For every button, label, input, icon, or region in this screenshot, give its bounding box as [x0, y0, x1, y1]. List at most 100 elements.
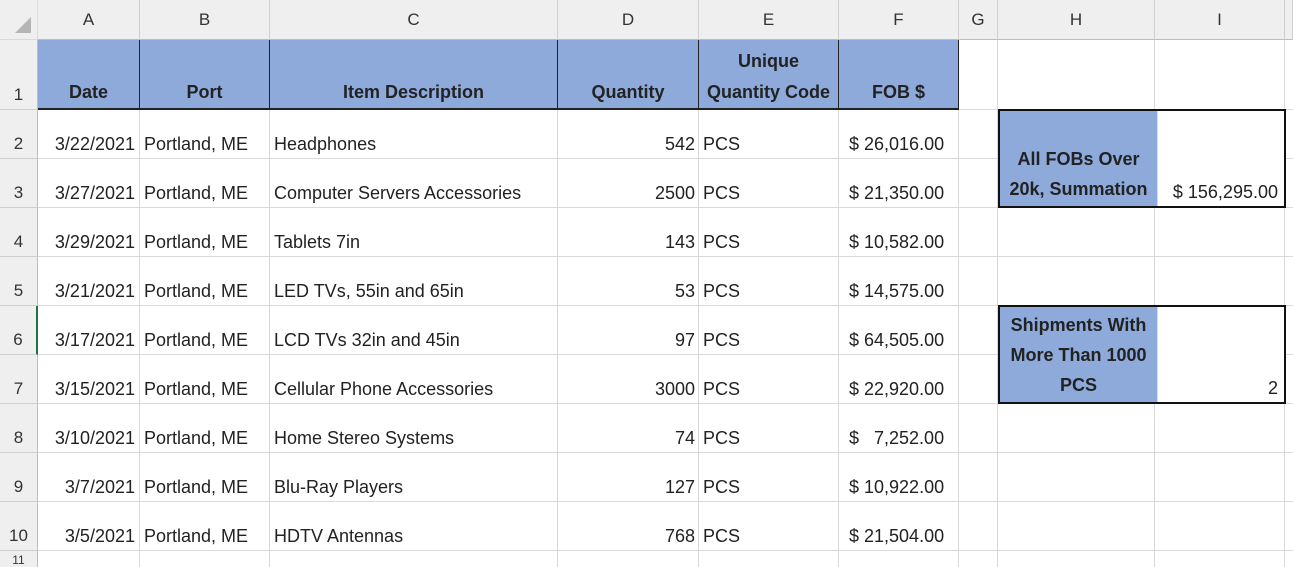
- header-cell-unique-quantity-code[interactable]: Unique Quantity Code: [699, 40, 839, 110]
- table-cell[interactable]: Headphones: [270, 110, 558, 159]
- cell-empty[interactable]: [998, 404, 1155, 453]
- header-cell-fob[interactable]: FOB $: [839, 40, 959, 110]
- cell-empty[interactable]: [1285, 306, 1293, 355]
- summary-label[interactable]: All FOBs Over 20k, Summation: [1000, 111, 1157, 206]
- table-cell[interactable]: 127: [558, 453, 699, 502]
- table-cell[interactable]: Portland, ME: [140, 208, 270, 257]
- row-header-9[interactable]: 9: [0, 453, 38, 502]
- table-cell[interactable]: LED TVs, 55in and 65in: [270, 257, 558, 306]
- cell-empty[interactable]: [1285, 159, 1293, 208]
- table-cell[interactable]: Portland, ME: [140, 404, 270, 453]
- column-header-b[interactable]: B: [140, 0, 270, 40]
- table-cell[interactable]: Cellular Phone Accessories: [270, 355, 558, 404]
- table-cell[interactable]: $ 7,252.00: [839, 404, 959, 453]
- cell-empty[interactable]: [959, 404, 998, 453]
- table-cell[interactable]: 74: [558, 404, 699, 453]
- select-all-corner[interactable]: [0, 0, 38, 40]
- cell-empty[interactable]: [1285, 40, 1293, 110]
- header-cell-date[interactable]: Date: [38, 40, 140, 110]
- table-cell[interactable]: $ 14,575.00: [839, 257, 959, 306]
- header-cell-quantity[interactable]: Quantity: [558, 40, 699, 110]
- table-cell[interactable]: 3/29/2021: [38, 208, 140, 257]
- table-cell[interactable]: Portland, ME: [140, 502, 270, 551]
- table-cell[interactable]: LCD TVs 32in and 45in: [270, 306, 558, 355]
- cell-empty[interactable]: [959, 40, 998, 110]
- table-cell[interactable]: 97: [558, 306, 699, 355]
- cell-empty[interactable]: [998, 208, 1155, 257]
- table-cell[interactable]: 3/10/2021: [38, 404, 140, 453]
- cell-empty[interactable]: [998, 502, 1155, 551]
- cell-empty[interactable]: [1155, 257, 1285, 306]
- cell-empty[interactable]: [1285, 453, 1293, 502]
- table-cell[interactable]: 542: [558, 110, 699, 159]
- row-header-2[interactable]: 2: [0, 110, 38, 159]
- table-cell[interactable]: PCS: [699, 208, 839, 257]
- table-cell[interactable]: $ 21,504.00: [839, 502, 959, 551]
- column-header-e[interactable]: E: [699, 0, 839, 40]
- table-cell[interactable]: Computer Servers Accessories: [270, 159, 558, 208]
- table-cell[interactable]: 2500: [558, 159, 699, 208]
- row-header-10[interactable]: 10: [0, 502, 38, 551]
- table-cell[interactable]: 3/15/2021: [38, 355, 140, 404]
- row-header-7[interactable]: 7: [0, 355, 38, 404]
- table-cell[interactable]: Portland, ME: [140, 110, 270, 159]
- row-header-8[interactable]: 8: [0, 404, 38, 453]
- cell-empty[interactable]: [998, 257, 1155, 306]
- table-cell[interactable]: PCS: [699, 159, 839, 208]
- header-cell-item-description[interactable]: Item Description: [270, 40, 558, 110]
- table-cell[interactable]: 53: [558, 257, 699, 306]
- table-cell[interactable]: PCS: [699, 404, 839, 453]
- cell-empty[interactable]: [1155, 453, 1285, 502]
- table-cell[interactable]: $ 21,350.00: [839, 159, 959, 208]
- cell-empty[interactable]: [1155, 208, 1285, 257]
- cell-empty[interactable]: [959, 159, 998, 208]
- table-cell[interactable]: PCS: [699, 306, 839, 355]
- table-cell[interactable]: 3/27/2021: [38, 159, 140, 208]
- table-cell[interactable]: PCS: [699, 502, 839, 551]
- table-cell[interactable]: $ 64,505.00: [839, 306, 959, 355]
- cell-empty[interactable]: [270, 551, 558, 567]
- table-cell[interactable]: 3/17/2021: [38, 306, 140, 355]
- table-cell[interactable]: PCS: [699, 355, 839, 404]
- table-cell[interactable]: Portland, ME: [140, 355, 270, 404]
- cell-empty[interactable]: [959, 551, 998, 567]
- table-cell[interactable]: HDTV Antennas: [270, 502, 558, 551]
- cell-empty[interactable]: [1155, 502, 1285, 551]
- column-header-f[interactable]: F: [839, 0, 959, 40]
- cell-empty[interactable]: [1285, 208, 1293, 257]
- cell-empty[interactable]: [998, 40, 1155, 110]
- cell-empty[interactable]: [1285, 355, 1293, 404]
- cell-empty[interactable]: [1285, 404, 1293, 453]
- cell-empty[interactable]: [1155, 551, 1285, 567]
- table-cell[interactable]: PCS: [699, 110, 839, 159]
- cell-empty[interactable]: [959, 208, 998, 257]
- table-cell[interactable]: $ 26,016.00: [839, 110, 959, 159]
- cell-empty[interactable]: [839, 551, 959, 567]
- row-header-4[interactable]: 4: [0, 208, 38, 257]
- table-cell[interactable]: 3000: [558, 355, 699, 404]
- summary-label[interactable]: Shipments With More Than 1000 PCS: [1000, 307, 1157, 402]
- table-cell[interactable]: Tablets 7in: [270, 208, 558, 257]
- cell-empty[interactable]: [38, 551, 140, 567]
- table-cell[interactable]: 143: [558, 208, 699, 257]
- cell-empty[interactable]: [1285, 502, 1293, 551]
- table-cell[interactable]: $ 10,922.00: [839, 453, 959, 502]
- cell-empty[interactable]: [959, 257, 998, 306]
- summary-value[interactable]: 2: [1157, 307, 1284, 402]
- cell-empty[interactable]: [959, 110, 998, 159]
- table-cell[interactable]: $ 10,582.00: [839, 208, 959, 257]
- cell-empty[interactable]: [998, 453, 1155, 502]
- table-cell[interactable]: $ 22,920.00: [839, 355, 959, 404]
- table-cell[interactable]: 3/7/2021: [38, 453, 140, 502]
- cell-empty[interactable]: [998, 551, 1155, 567]
- cell-empty[interactable]: [140, 551, 270, 567]
- table-cell[interactable]: Portland, ME: [140, 257, 270, 306]
- summary-value[interactable]: $ 156,295.00: [1157, 111, 1284, 206]
- column-header-a[interactable]: A: [38, 0, 140, 40]
- cell-empty[interactable]: [1285, 257, 1293, 306]
- table-cell[interactable]: Portland, ME: [140, 159, 270, 208]
- table-cell[interactable]: PCS: [699, 453, 839, 502]
- cell-empty[interactable]: [959, 453, 998, 502]
- column-header-extra[interactable]: [1285, 0, 1293, 40]
- cell-empty[interactable]: [959, 502, 998, 551]
